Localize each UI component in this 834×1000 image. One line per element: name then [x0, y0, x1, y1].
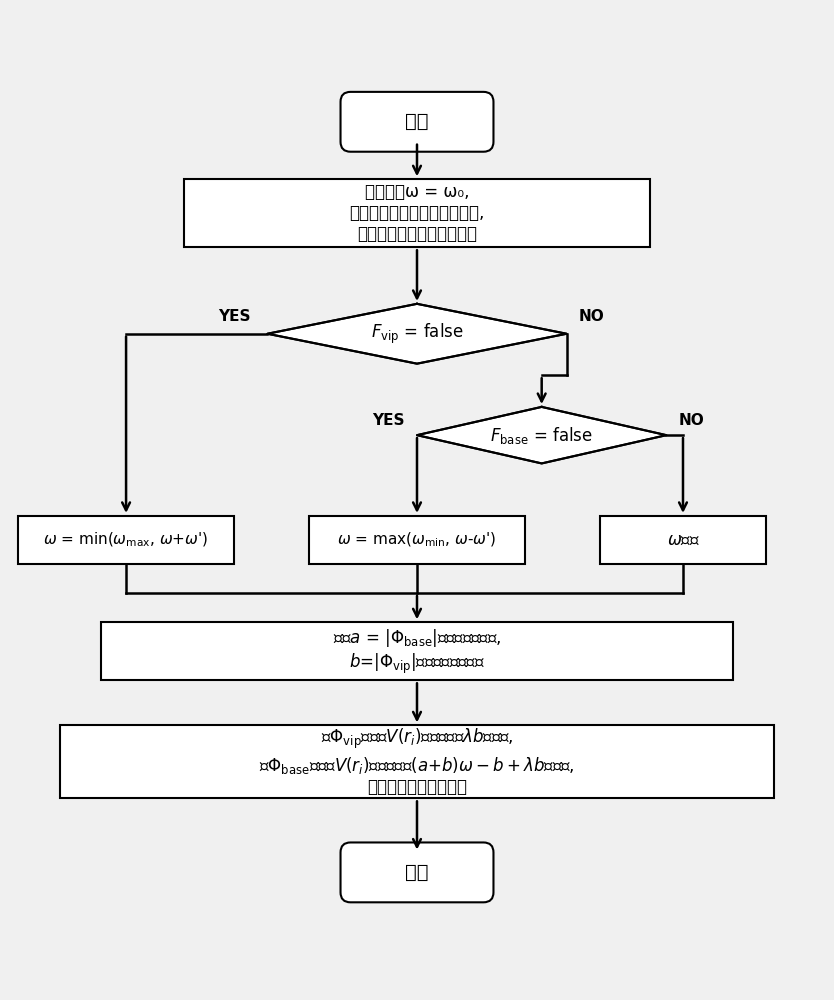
- Text: 计算$a$ = |$\boldsymbol{\mathit{\Phi}}_{\mathregular{base}}$|表示普通资源数,
$b$=|$\bolds: 计算$a$ = |$\boldsymbol{\mathit{\Phi}}_{\m…: [333, 627, 501, 676]
- FancyBboxPatch shape: [600, 516, 766, 564]
- FancyBboxPatch shape: [340, 842, 494, 902]
- Text: YES: YES: [219, 309, 251, 324]
- Polygon shape: [417, 407, 666, 463]
- FancyBboxPatch shape: [18, 516, 234, 564]
- FancyBboxPatch shape: [309, 516, 525, 564]
- Text: NO: NO: [579, 309, 605, 324]
- Text: 从$\boldsymbol{\mathit{\Phi}}_{\mathregular{vip}}$中选择$V(r_i)$评价最差的$\lambda b$个资源,: 从$\boldsymbol{\mathit{\Phi}}_{\mathregul…: [259, 727, 575, 796]
- FancyBboxPatch shape: [101, 622, 733, 680]
- Text: 开始: 开始: [405, 112, 429, 131]
- Text: NO: NO: [679, 413, 705, 428]
- Text: 结束: 结束: [405, 863, 429, 882]
- FancyBboxPatch shape: [340, 92, 494, 152]
- Text: YES: YES: [372, 413, 404, 428]
- Text: $\omega$不变: $\omega$不变: [666, 531, 700, 549]
- Text: $F_{\mathregular{base}}$ = false: $F_{\mathregular{base}}$ = false: [490, 425, 593, 446]
- FancyBboxPatch shape: [184, 179, 650, 247]
- Text: 初始时令ω = ω₀,
在每一个任务调度周期结束后,
进行如下滑动窗口大小调整: 初始时令ω = ω₀, 在每一个任务调度周期结束后, 进行如下滑动窗口大小调整: [349, 183, 485, 243]
- Text: $\omega$ = max($\omega_{\mathregular{min}}$, $\omega$-$\omega$'): $\omega$ = max($\omega_{\mathregular{min…: [338, 531, 496, 549]
- FancyBboxPatch shape: [59, 725, 775, 798]
- Text: $F_{\mathregular{vip}}$ = false: $F_{\mathregular{vip}}$ = false: [370, 322, 464, 346]
- Polygon shape: [268, 304, 566, 364]
- Text: $\omega$ = min($\omega_{\mathregular{max}}$, $\omega$+$\omega$'): $\omega$ = min($\omega_{\mathregular{max…: [43, 531, 208, 549]
